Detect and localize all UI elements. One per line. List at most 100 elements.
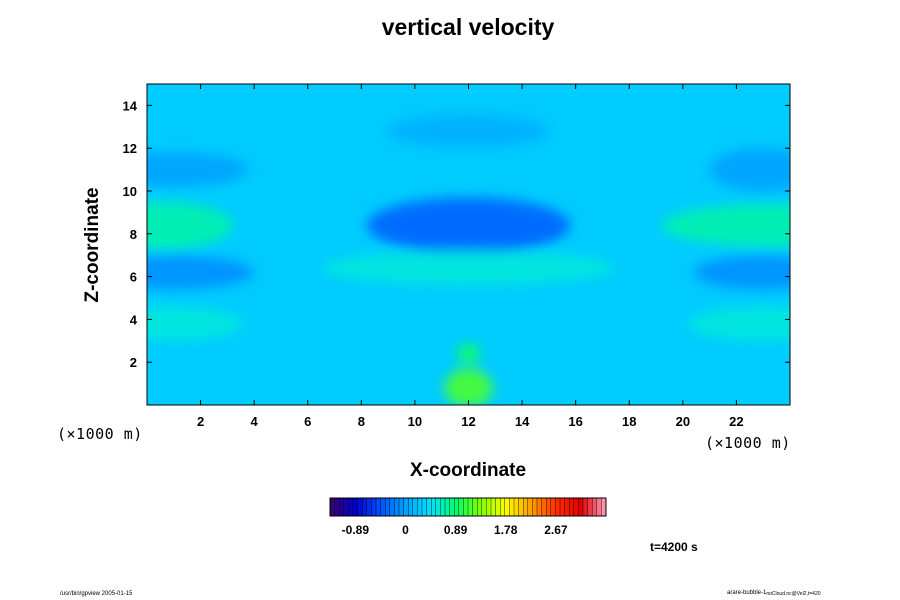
colorbar-swatch bbox=[495, 497, 501, 517]
colorbar-swatch bbox=[417, 497, 423, 517]
y-tick-label: 10 bbox=[123, 184, 137, 199]
colorbar-swatch bbox=[564, 497, 570, 517]
colorbar-swatch bbox=[329, 497, 336, 517]
colorbar-swatch bbox=[454, 497, 460, 517]
colorbar-swatch bbox=[334, 497, 340, 517]
y-axis: 2 4 6 8 10 12 14 bbox=[123, 98, 790, 370]
x-tick-label: 20 bbox=[676, 414, 690, 429]
x-tick-label: 16 bbox=[568, 414, 582, 429]
colorbar-tick-label: -0.89 bbox=[342, 523, 370, 537]
heatmap-feature bbox=[388, 113, 549, 149]
x-tick-label: 4 bbox=[251, 414, 259, 429]
heatmap-features bbox=[147, 113, 790, 405]
heatmap-feature bbox=[456, 344, 481, 364]
colorbar-swatch bbox=[592, 497, 598, 517]
colorbar-tick-label: 1.78 bbox=[494, 523, 518, 537]
colorbar-swatch bbox=[339, 497, 345, 517]
x-unit-label-left: (×1000 m) bbox=[57, 425, 143, 443]
colorbar-swatch bbox=[385, 497, 391, 517]
colorbar-swatch bbox=[527, 497, 533, 517]
colorbar-swatch bbox=[463, 497, 469, 517]
colorbar-swatch bbox=[398, 497, 405, 517]
colorbar-frame bbox=[329, 497, 607, 517]
x-tick-label: 18 bbox=[622, 414, 636, 429]
colorbar-swatch bbox=[518, 497, 524, 517]
colorbar-swatch bbox=[449, 497, 455, 517]
colorbar-swatch bbox=[366, 497, 372, 517]
heatmap-feature bbox=[147, 306, 244, 341]
x-tick-label: 2 bbox=[197, 414, 204, 429]
footer-source: arare-bubble-1noCloud.nc@Vel2,t=420 bbox=[727, 590, 821, 597]
x-unit-label-right: (×1000 m) bbox=[705, 434, 791, 452]
colorbar-swatch bbox=[435, 497, 441, 517]
colorbar-swatch bbox=[362, 497, 368, 517]
colorbar-swatch bbox=[578, 497, 584, 517]
colorbar-swatch bbox=[550, 497, 556, 517]
heatmap-plot-area bbox=[147, 84, 790, 405]
colorbar-swatch bbox=[440, 497, 446, 517]
x-tick-label: 22 bbox=[729, 414, 743, 429]
heatmap-feature bbox=[444, 368, 493, 405]
colorbar-swatch bbox=[394, 497, 400, 517]
colorbar-swatch bbox=[481, 497, 487, 517]
heatmap-feature bbox=[321, 250, 616, 286]
colorbar-swatch bbox=[504, 497, 510, 517]
colorbar-swatch bbox=[536, 497, 543, 517]
y-tick-label: 8 bbox=[130, 227, 137, 242]
colorbar-swatch bbox=[352, 497, 359, 517]
colorbar-swatch bbox=[348, 497, 354, 517]
colorbar-swatch bbox=[426, 497, 432, 517]
colorbar-swatch bbox=[467, 497, 474, 517]
colorbar-swatch bbox=[546, 497, 552, 517]
colorbar-swatch bbox=[559, 497, 566, 517]
colorbar-swatch bbox=[431, 497, 437, 517]
colorbar-tick-label: 0.89 bbox=[444, 523, 468, 537]
colorbar-swatch bbox=[444, 497, 451, 517]
y-tick-label: 2 bbox=[130, 355, 137, 370]
heatmap-feature bbox=[661, 203, 790, 247]
heatmap-feature bbox=[693, 255, 790, 290]
colorbar-swatch bbox=[541, 497, 547, 517]
colorbar-swatch bbox=[357, 497, 363, 517]
heatmap-feature bbox=[366, 197, 571, 254]
colorbar-swatch bbox=[389, 497, 395, 517]
colorbar-swatch bbox=[509, 497, 515, 517]
x-tick-label: 6 bbox=[304, 414, 311, 429]
colorbar-swatch bbox=[490, 497, 497, 517]
heatmap-feature bbox=[147, 152, 249, 187]
colorbar-swatch bbox=[532, 497, 538, 517]
colorbar-swatch bbox=[477, 497, 483, 517]
colorbar-swatch bbox=[555, 497, 561, 517]
heatmap-feature bbox=[688, 306, 790, 341]
x-tick-label: 8 bbox=[358, 414, 365, 429]
time-label: t=4200 s bbox=[650, 540, 698, 554]
y-tick-label: 12 bbox=[123, 141, 137, 156]
footer-source-main: arare-bubble-1 bbox=[727, 590, 767, 596]
chart-title: vertical velocity bbox=[381, 14, 555, 40]
heatmap-feature bbox=[709, 148, 790, 191]
colorbar-tick-label: 2.67 bbox=[544, 523, 568, 537]
colorbar-swatch bbox=[587, 497, 593, 517]
colorbar-swatch bbox=[582, 497, 589, 517]
colorbar-swatch bbox=[523, 497, 529, 517]
y-tick-label: 6 bbox=[130, 270, 137, 285]
colorbar-swatch bbox=[486, 497, 492, 517]
colorbar-tick-label: 0 bbox=[402, 523, 409, 537]
x-tick-label: 10 bbox=[408, 414, 422, 429]
footer-command: /usr/bin/gpview 2005-01-15 bbox=[60, 591, 133, 597]
y-tick-label: 14 bbox=[123, 98, 138, 113]
colorbar-swatch bbox=[569, 497, 575, 517]
colorbar-swatch bbox=[513, 497, 520, 517]
footer-source-sub: noCloud.nc@Vel2,t=420 bbox=[766, 591, 821, 597]
colorbar-swatch bbox=[596, 497, 602, 517]
colorbar-swatch bbox=[375, 497, 382, 517]
heatmap-feature bbox=[147, 255, 255, 290]
colorbar-swatch bbox=[500, 497, 506, 517]
x-tick-label: 12 bbox=[461, 414, 475, 429]
colorbar-swatch bbox=[573, 497, 579, 517]
colorbar-swatch bbox=[412, 497, 418, 517]
colorbar-swatch bbox=[421, 497, 428, 517]
colorbar-swatch bbox=[343, 497, 349, 517]
colorbar-swatch bbox=[458, 497, 464, 517]
